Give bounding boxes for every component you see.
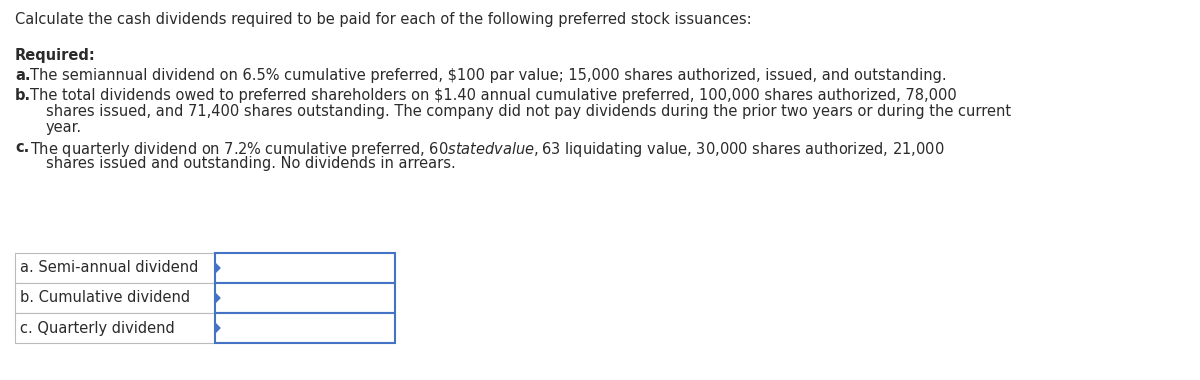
Text: c. Quarterly dividend: c. Quarterly dividend	[20, 320, 175, 336]
Bar	[14, 283, 215, 313]
Text: year.: year.	[46, 120, 82, 135]
Text: c.: c.	[14, 140, 29, 155]
Text: Required:: Required:	[14, 48, 96, 63]
Bar	[215, 283, 395, 313]
Bar	[215, 253, 395, 283]
Text: b. Cumulative dividend: b. Cumulative dividend	[20, 290, 190, 306]
Polygon shape	[215, 263, 220, 273]
Text: shares issued and outstanding. No dividends in arrears.: shares issued and outstanding. No divide…	[46, 156, 456, 171]
Text: The total dividends owed to preferred shareholders on $1.40 annual cumulative pr: The total dividends owed to preferred sh…	[30, 88, 956, 103]
Text: b.: b.	[14, 88, 31, 103]
Bar	[14, 313, 215, 343]
Text: The semiannual dividend on 6.5% cumulative preferred, $100 par value; 15,000 sha: The semiannual dividend on 6.5% cumulati…	[30, 68, 947, 83]
Polygon shape	[215, 293, 220, 303]
Polygon shape	[215, 323, 220, 333]
Text: a. Semi-annual dividend: a. Semi-annual dividend	[20, 261, 198, 276]
Bar	[14, 253, 215, 283]
Text: shares issued, and 71,400 shares outstanding. The company did not pay dividends : shares issued, and 71,400 shares outstan…	[46, 104, 1012, 119]
Text: a.: a.	[14, 68, 30, 83]
Text: The quarterly dividend on 7.2% cumulative preferred, $60 stated value, $63 liqui: The quarterly dividend on 7.2% cumulativ…	[30, 140, 944, 159]
Bar	[215, 313, 395, 343]
Text: Calculate the cash dividends required to be paid for each of the following prefe: Calculate the cash dividends required to…	[14, 12, 751, 27]
